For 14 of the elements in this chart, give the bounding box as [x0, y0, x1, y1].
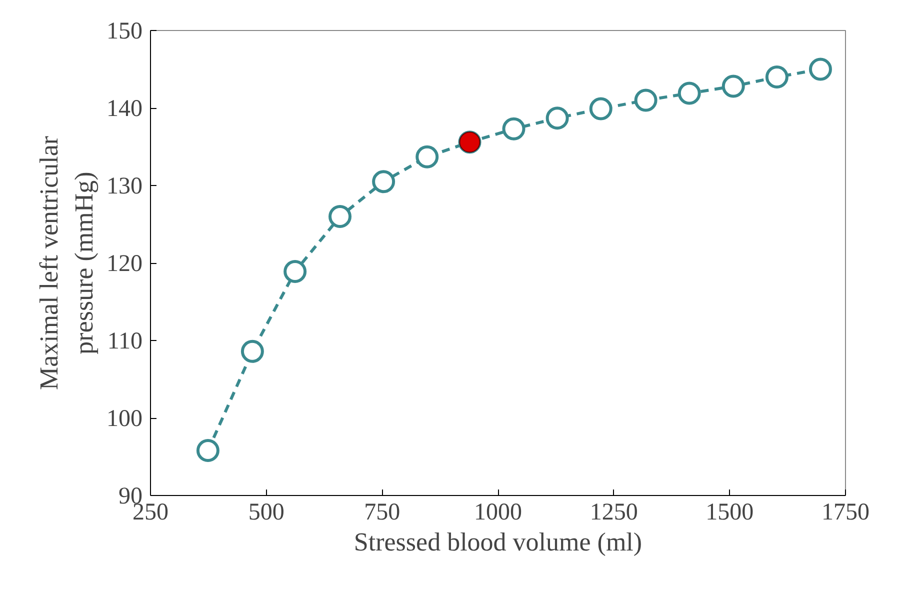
- x-tick-label: 1500: [706, 500, 754, 526]
- y-tick-label: 140: [106, 96, 142, 122]
- x-tick-label: 1000: [474, 500, 522, 526]
- y-tick-label: 150: [106, 18, 142, 44]
- y-tick-label: 130: [106, 174, 142, 200]
- x-tick-label: 1750: [822, 500, 870, 526]
- x-axis-title: Stressed blood volume (ml): [354, 528, 642, 556]
- x-tick-label: 1250: [590, 500, 638, 526]
- y-tick-label: 120: [106, 251, 142, 277]
- y-axis-title: Maximal left ventricular pressure (mmHg): [34, 136, 98, 390]
- y-tick-label: 100: [106, 406, 142, 432]
- y-tick-label: 110: [107, 328, 142, 354]
- x-tick-label: 750: [364, 500, 400, 526]
- x-tick-label: 500: [248, 500, 284, 526]
